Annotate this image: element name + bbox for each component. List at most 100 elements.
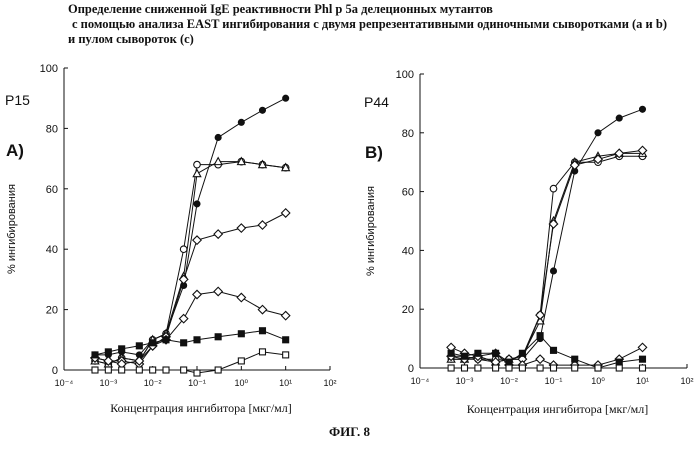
x-tick-label: 10¹ xyxy=(279,378,292,388)
data-point-open-square xyxy=(237,357,245,365)
series-7-open-square xyxy=(91,348,290,377)
series-1-filled-circle xyxy=(447,105,647,366)
data-point-filled-square xyxy=(460,352,469,360)
data-point-open-square xyxy=(258,348,267,356)
data-point-open-square xyxy=(571,364,579,372)
data-point-open-square xyxy=(180,366,188,374)
series-2-open-circle xyxy=(447,152,647,364)
title-line-1: Определение сниженной IgE реактивности P… xyxy=(68,2,493,16)
series-line xyxy=(94,161,286,365)
data-point-open-diamond xyxy=(236,292,247,303)
data-point-open-square xyxy=(518,364,526,372)
data-point-filled-square xyxy=(214,333,222,341)
data-point-open-triangle xyxy=(257,159,268,169)
data-point-open-triangle xyxy=(192,168,202,178)
x-axis-label: Концентрация ингибитора [мкг/мл] xyxy=(467,402,648,416)
data-point-filled-circle xyxy=(214,133,222,142)
data-point-open-diamond xyxy=(103,355,114,366)
y-tick-label: 100 xyxy=(396,69,414,81)
x-tick-label: 10⁻² xyxy=(144,378,162,388)
figure-title: Определение сниженной IgE реактивности P… xyxy=(68,2,698,47)
data-point-open-square xyxy=(118,366,126,374)
data-point-filled-square xyxy=(549,346,558,354)
data-point-filled-square xyxy=(91,351,99,359)
data-point-filled-square xyxy=(518,349,526,357)
data-point-filled-square xyxy=(505,358,513,366)
data-point-filled-square xyxy=(615,358,623,366)
series-line xyxy=(451,108,643,363)
data-point-filled-circle xyxy=(237,118,245,126)
data-point-open-square xyxy=(214,366,222,374)
data-point-open-triangle xyxy=(213,156,223,166)
data-point-open-diamond xyxy=(134,355,145,366)
data-point-open-square xyxy=(282,351,290,359)
data-point-filled-square xyxy=(571,355,579,363)
series-2-open-circle xyxy=(91,157,290,368)
series-6-filled-square xyxy=(91,327,290,359)
data-point-open-diamond xyxy=(548,218,559,229)
x-tick-label: 10⁻³ xyxy=(456,376,474,386)
data-point-filled-square xyxy=(162,336,170,344)
data-point-open-square xyxy=(536,364,544,372)
x-tick-label: 10⁰ xyxy=(591,376,605,386)
data-point-filled-square xyxy=(135,342,143,350)
data-point-filled-square xyxy=(638,355,647,363)
y-tick-label: 60 xyxy=(402,187,414,199)
data-point-open-diamond xyxy=(280,310,291,321)
data-point-open-circle xyxy=(549,184,558,193)
title-line-3: и пулом сывороток (c) xyxy=(68,32,194,46)
data-point-open-square xyxy=(447,364,455,372)
data-point-open-square xyxy=(594,364,602,372)
data-point-open-diamond xyxy=(535,354,546,365)
data-point-open-diamond xyxy=(213,229,224,240)
figure-caption: ФИГ. 8 xyxy=(328,424,371,439)
data-point-open-square xyxy=(549,364,558,372)
data-point-open-square xyxy=(505,364,513,372)
data-point-open-square xyxy=(104,366,112,374)
x-tick-label: 10⁻² xyxy=(500,376,518,386)
series-3-open-triangle xyxy=(446,148,648,366)
data-point-open-circle xyxy=(193,160,201,169)
y-tick-label: 0 xyxy=(408,363,414,375)
data-point-filled-square xyxy=(536,332,544,340)
data-point-open-circle xyxy=(179,245,188,254)
data-point-filled-square xyxy=(104,348,112,356)
data-point-open-square xyxy=(162,366,170,374)
data-point-filled-circle xyxy=(638,105,647,113)
series-line xyxy=(94,161,286,365)
x-tick-label: 10⁻⁴ xyxy=(55,378,74,388)
data-point-filled-circle xyxy=(193,200,201,208)
panel-label: A) xyxy=(6,141,24,160)
y-tick-label: 20 xyxy=(402,304,414,316)
data-point-open-diamond xyxy=(192,235,202,246)
data-point-open-diamond xyxy=(257,304,268,315)
chart-panel-1: 0 20 40 60 80 100 10⁻⁴ 10⁻³ 10⁻² 10⁻¹ 10⁰ 10¹ 10² A) P… xyxy=(5,63,337,415)
y-tick-label: 60 xyxy=(46,184,58,196)
data-point-open-square xyxy=(149,366,157,374)
data-point-open-square xyxy=(492,364,500,372)
data-point-filled-circle xyxy=(594,129,602,137)
x-tick-label: 10⁻¹ xyxy=(188,378,206,388)
data-point-open-diamond xyxy=(178,313,189,324)
x-tick-label: 10² xyxy=(680,376,693,386)
data-point-open-diamond xyxy=(593,154,603,165)
data-point-filled-square xyxy=(474,349,482,357)
data-point-filled-circle xyxy=(282,94,290,102)
data-point-open-square xyxy=(638,364,647,372)
series-line xyxy=(451,155,643,360)
data-point-open-diamond xyxy=(637,342,648,353)
data-point-filled-square xyxy=(237,330,245,338)
y-tick-label: 80 xyxy=(46,123,58,135)
data-point-open-square xyxy=(474,364,482,372)
x-tick-label: 10⁻¹ xyxy=(545,376,563,386)
data-point-filled-square xyxy=(492,349,500,357)
series-3-open-triangle xyxy=(90,156,291,368)
series-4-open-diamond xyxy=(90,207,291,369)
data-point-open-diamond xyxy=(637,145,648,156)
panel-subtitle: P15 xyxy=(5,92,30,108)
x-axis-label: Концентрация ингибитора [мкг/мл] xyxy=(110,401,291,415)
data-point-filled-square xyxy=(258,327,267,335)
data-point-open-triangle xyxy=(236,156,247,166)
data-point-open-triangle xyxy=(280,162,291,172)
